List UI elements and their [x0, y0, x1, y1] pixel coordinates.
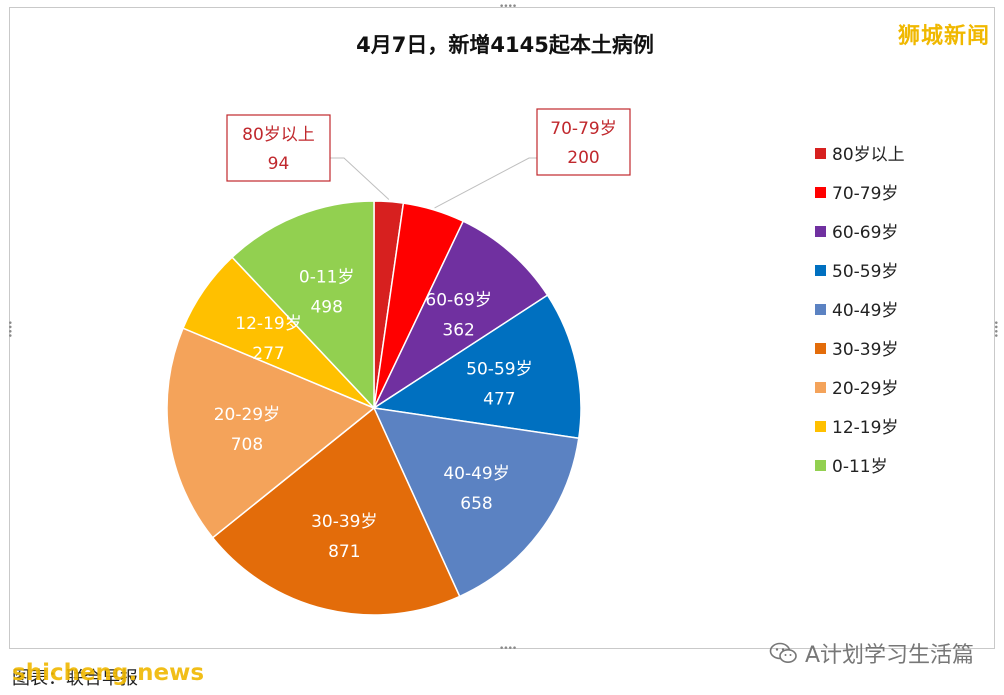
callout-leader-line — [330, 157, 390, 200]
wechat-icon — [769, 642, 797, 663]
source-note: 图表：联合早报 — [12, 668, 138, 689]
data-label-40-49: 40-49岁 658 — [443, 464, 509, 514]
data-label-0-11: 0-11岁 498 — [299, 268, 355, 318]
watermark-bottom: A计划学习生活篇 — [769, 637, 974, 669]
data-label-category: 60-69岁 — [425, 291, 491, 311]
legend-label: 30-39岁 — [832, 340, 898, 360]
pie-slices — [166, 200, 582, 616]
resize-handle-right[interactable]: •••• — [990, 320, 1000, 338]
callout-category: 70-79岁 — [550, 119, 616, 139]
legend-item-70-79: 70-79岁 — [815, 184, 898, 204]
watermark-bottom-text: A计划学习生活篇 — [804, 643, 974, 668]
data-label-value: 277 — [252, 344, 284, 364]
data-label-value: 477 — [483, 390, 515, 410]
legend-item-50-59: 50-59岁 — [815, 262, 898, 282]
legend-swatch — [815, 421, 826, 432]
data-label-50-59: 50-59岁 477 — [466, 360, 532, 410]
data-label-category: 0-11岁 — [299, 268, 355, 288]
data-label-value: 871 — [328, 542, 360, 562]
legend-label: 0-11岁 — [832, 457, 888, 477]
legend-item-0-11: 0-11岁 — [815, 457, 888, 477]
legend-label: 12-19岁 — [832, 418, 898, 438]
data-label-category: 30-39岁 — [311, 512, 377, 532]
legend-item-80-plus: 80岁以上 — [815, 145, 905, 165]
data-label-value: 362 — [442, 321, 474, 341]
resize-handle-top[interactable]: •••• — [499, 2, 517, 12]
legend-swatch — [815, 304, 826, 315]
pie-labels: 60-69岁 362 50-59岁 477 40-49岁 658 30-39岁 871 20-2… — [214, 268, 533, 562]
legend-item-20-29: 20-29岁 — [815, 379, 898, 399]
pie-slice-50-59 — [371, 294, 582, 440]
data-label-60-69: 60-69岁 362 — [425, 291, 491, 341]
legend-label: 60-69岁 — [832, 223, 898, 243]
pie-slice-0-11 — [231, 200, 375, 410]
data-label-value: 708 — [231, 435, 263, 455]
legend-label: 70-79岁 — [832, 184, 898, 204]
legend-swatch — [815, 187, 826, 198]
legend-swatch — [815, 382, 826, 393]
legend-swatch — [815, 265, 826, 276]
watermark-top: 狮城新闻 — [897, 24, 990, 49]
callout-category: 80岁以上 — [242, 125, 315, 145]
callout-70-79: 70-79岁 200 — [434, 108, 631, 209]
pie-slice-20-29 — [166, 327, 376, 539]
data-label-category: 20-29岁 — [214, 405, 280, 425]
data-label-12-19: 12-19岁 277 — [235, 314, 301, 364]
chart-title: 4月7日，新增4145起本土病例 — [356, 33, 654, 57]
data-label-20-29: 20-29岁 708 — [214, 405, 280, 455]
pie-slice-40-49 — [372, 407, 580, 598]
data-label-category: 50-59岁 — [466, 360, 532, 380]
legend-item-30-39: 30-39岁 — [815, 340, 898, 360]
data-label-category: 40-49岁 — [443, 464, 509, 484]
pie-slice-60-69 — [372, 220, 549, 411]
legend-label: 80岁以上 — [832, 145, 905, 165]
legend-item-12-19: 12-19岁 — [815, 418, 898, 438]
data-label-value: 498 — [310, 298, 342, 318]
callout-box — [536, 108, 631, 176]
pie-slice-30-39 — [211, 406, 461, 616]
callout-leader-line — [434, 157, 537, 209]
chart-legend: 80岁以上 70-79岁 60-69岁 50-59岁 40-49岁 30-39岁 20-29… — [815, 145, 905, 477]
legend-swatch — [815, 343, 826, 354]
callout-value: 200 — [567, 148, 599, 168]
legend-swatch — [815, 226, 826, 237]
legend-label: 50-59岁 — [832, 262, 898, 282]
resize-handle-left[interactable]: •••• — [4, 320, 14, 338]
site-watermark: shicheng.news — [12, 660, 205, 686]
legend-item-60-69: 60-69岁 — [815, 223, 898, 243]
callout-80-plus: 80岁以上 94 — [226, 114, 390, 200]
data-label-30-39: 30-39岁 871 — [311, 512, 377, 562]
legend-swatch — [815, 148, 826, 159]
data-label-category: 12-19岁 — [235, 314, 301, 334]
legend-label: 20-29岁 — [832, 379, 898, 399]
pie-callouts: 80岁以上 94 70-79岁 200 — [226, 108, 631, 209]
callout-value: 94 — [268, 154, 290, 174]
legend-item-40-49: 40-49岁 — [815, 301, 898, 321]
legend-swatch — [815, 460, 826, 471]
data-label-value: 658 — [460, 494, 492, 514]
legend-label: 40-49岁 — [832, 301, 898, 321]
callout-box — [226, 114, 331, 182]
resize-handle-bottom[interactable]: •••• — [499, 644, 517, 654]
